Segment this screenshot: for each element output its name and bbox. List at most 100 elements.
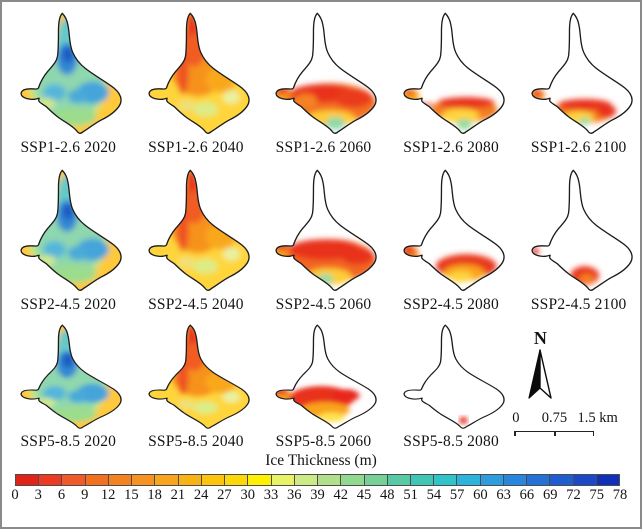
colorbar-segment [572,474,597,486]
glacier-outline [148,324,250,429]
colorbar-segment [200,474,226,486]
glacier-outline [275,324,378,429]
scenario-row-ssp5: SSP5-8.5 2020 SSP5-8.5 2040 SSP5-8.5 206… [2,314,640,451]
colorbar-segment [549,474,574,486]
map-label: SSP2-4.5 2100 [530,296,627,313]
glacier-outline [403,324,505,429]
colorbar-segment [224,474,249,486]
colorbar-segment [409,474,435,486]
map-label: SSP2-4.5 2080 [403,296,499,313]
map-cell: SSP1-2.6 2040 [130,2,258,157]
colorbar-segment [15,474,40,486]
colorbar-segment [84,474,109,486]
colorbar-tick: 78 [612,487,628,503]
map-label: SSP2-4.5 2020 [20,296,117,313]
north-label: N [533,328,547,348]
colorbar-tick: 30 [240,487,255,503]
map-cell: SSP5-8.5 2040 [130,314,258,451]
glacier-map [7,162,130,297]
colorbar-tick: 6 [57,487,66,503]
glacier-map [517,5,640,140]
map-cell: SSP2-4.5 2040 [130,157,258,314]
colorbar-segment [479,474,504,486]
colorbar-segment [154,474,179,486]
colorbar-segment [526,474,551,486]
map-cell: SSP2-4.5 2100 [512,157,640,314]
glacier-outline [531,12,633,134]
map-cell: SSP2-4.5 2020 [2,157,130,314]
colorbar-segment [107,474,133,486]
colorbar-tick: 0 [11,487,19,503]
map-label: SSP1-2.6 2080 [403,139,499,156]
glacier-outline [148,169,250,291]
glacier-outline [403,169,505,291]
glacier-map [262,162,385,297]
colorbar-tick: 42 [333,487,349,503]
glacier-outline [20,169,122,291]
map-label: SSP5-8.5 2080 [403,433,499,450]
colorbar-tick: 51 [403,487,418,503]
map-label: SSP2-4.5 2040 [148,296,244,313]
colorbar-segment [456,474,481,486]
map-cell: SSP2-4.5 2080 [385,157,513,314]
colorbar-tick: 75 [589,487,604,503]
map-cell: SSP5-8.5 2020 [2,314,130,451]
map-label: SSP1-2.6 2060 [275,139,372,156]
north-arrow-icon [518,348,562,402]
colorbar-tick: 66 [519,487,535,503]
colorbar-tick: 12 [100,487,116,503]
colorbar-tick: 45 [356,487,372,503]
glacier-outline [275,169,378,291]
map-label: SSP1-2.6 2100 [530,139,627,156]
colorbar-tick: 24 [193,487,209,503]
scenario-row-ssp1: SSP1-2.6 2020 SSP1-2.6 2040 SSP1-2.6 206… [2,2,640,157]
colorbar-segment [386,474,411,486]
colorbar-segment [340,474,365,486]
colorbar-segment [177,474,202,486]
colorbar-tick: 39 [310,487,325,503]
glacier-map [262,318,385,434]
colorbar-tick: 21 [170,487,186,503]
colorbar-segment [293,474,319,486]
colorbar-segment [61,474,86,486]
glacier-outline [20,324,122,429]
colorbar-tick: 33 [263,487,279,503]
colorbar-tick: 54 [426,487,442,503]
map-label: SSP5-8.5 2040 [148,433,244,450]
colorbar-segment [595,474,621,486]
colorbar-tick: 18 [147,487,162,503]
colorbar-tick: 72 [566,487,581,503]
map-legend-block: N 0 0.75 1.5 km [512,314,640,451]
glacier-map [135,318,258,434]
colorbar-tick: 48 [380,487,395,503]
glacier-map [517,162,640,297]
colorbar-segment [363,474,388,486]
map-cell: SSP1-2.6 2020 [2,2,130,157]
glacier-outline [20,12,122,134]
colorbar-segment [131,474,156,486]
colorbar-tick: 63 [496,487,511,503]
scale-bar-label: 0 [512,410,520,426]
map-cell: SSP1-2.6 2100 [512,2,640,157]
glacier-map [7,318,130,434]
colorbar-segment [502,474,528,486]
glacier-outline [275,12,378,134]
colorbar-segment [270,474,295,486]
glacier-map [390,162,513,297]
map-cell: SSP1-2.6 2060 [257,2,385,157]
map-label: SSP2-4.5 2060 [275,296,372,313]
map-cell: SSP2-4.5 2060 [257,157,385,314]
scenario-row-ssp2: SSP2-4.5 2020 SSP2-4.5 2040 SSP2-4.5 206… [2,157,640,314]
glacier-outline [403,12,505,134]
map-cell: SSP5-8.5 2080 [385,314,513,451]
colorbar-segment [247,474,272,486]
colorbar-title: Ice Thickness (m) [265,452,377,469]
scale-bar: 0 0.75 1.5 km [512,410,618,442]
colorbar-tick: 9 [81,487,89,503]
glacier-map [7,5,130,140]
map-label: SSP5-8.5 2020 [20,433,117,450]
glacier-map [135,162,258,297]
glacier-map [135,5,258,140]
glacier-map [390,5,513,140]
colorbar-strip [15,474,621,486]
